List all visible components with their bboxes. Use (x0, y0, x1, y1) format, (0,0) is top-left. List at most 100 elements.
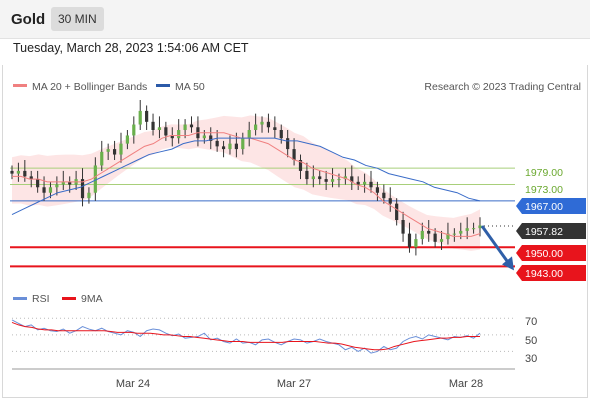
forecast-arrow-shaft (480, 225, 510, 264)
candle-body (260, 121, 264, 125)
forecast-arrow-head (502, 256, 514, 271)
ma50-legend-swatch (156, 84, 170, 87)
candle-body (305, 170, 309, 180)
ma50-legend-label: MA 50 (175, 81, 205, 93)
candle-body (266, 121, 271, 128)
rsi-legend-label: RSI (32, 293, 50, 305)
ma20-legend-label: MA 20 + Bollinger Bands (32, 81, 147, 93)
level-label-1979: 1979.00 (525, 167, 563, 179)
candle-body (478, 225, 482, 229)
candle-body (241, 138, 245, 150)
chart-frame (2, 65, 588, 398)
candle-body (164, 127, 168, 136)
candle-body (10, 170, 14, 174)
x-tick-mar27: Mar 27 (277, 378, 311, 390)
candle-body (183, 124, 187, 130)
candle-body (132, 124, 136, 136)
candle-body (318, 176, 322, 180)
rsi-tick-50: 50 (525, 335, 537, 347)
candle-body (465, 228, 469, 231)
ma20-legend-swatch (13, 84, 27, 87)
candle-body (311, 176, 315, 180)
candle-body (106, 149, 110, 152)
candle-body (369, 181, 373, 188)
pivot-badge (516, 198, 586, 214)
candle-body (42, 187, 46, 193)
rsi-tick-70: 70 (525, 316, 537, 328)
rsi-ma-line (11, 321, 480, 351)
candle-body (151, 121, 155, 130)
x-tick-mar24: Mar 24 (116, 378, 150, 390)
candle-body (471, 228, 476, 230)
candle-body (221, 146, 226, 150)
candle-body (23, 170, 27, 177)
candle-body (459, 230, 463, 234)
candle-body (286, 138, 290, 150)
candle-body (298, 160, 303, 171)
candle-body (363, 181, 367, 185)
candle-body (234, 143, 238, 150)
candle-body (337, 179, 341, 181)
level-label-1973: 1973.00 (525, 184, 563, 196)
candle-body (439, 239, 444, 242)
candle-body (119, 143, 123, 155)
candle-body (177, 130, 181, 139)
candle-body (100, 151, 104, 166)
support-badge-1943 (516, 265, 586, 281)
candle-body (273, 127, 277, 130)
rsi-ma-legend-label: 9MA (81, 293, 103, 305)
level-label-1943: 1943.00 (525, 268, 563, 280)
candle-body (427, 230, 431, 234)
bollinger-band (12, 115, 480, 251)
candle-body (324, 179, 328, 182)
candle-body (36, 179, 40, 188)
candle-body (388, 198, 392, 204)
candle-body (55, 184, 59, 188)
ma50-line (11, 137, 481, 215)
rsi-tick-30: 30 (525, 353, 537, 365)
support-badge-1950 (516, 245, 586, 261)
candle-body (80, 179, 85, 199)
candle-body (407, 233, 412, 248)
candle-body (202, 135, 206, 139)
credit-label: Research © 2023 Trading Central (424, 81, 581, 93)
candle-body (247, 130, 251, 139)
candle-body (356, 181, 360, 185)
candle-body (420, 230, 424, 240)
candle-body (401, 220, 405, 234)
chart-header: Gold 30 MIN (0, 0, 590, 39)
level-label-1950: 1950.00 (525, 248, 563, 260)
candle-body (228, 143, 232, 150)
rsi-line (11, 319, 481, 354)
candle-body (170, 135, 174, 139)
candle-body (446, 233, 450, 240)
candle-body (215, 140, 219, 147)
candle-body (112, 149, 117, 155)
candle-body (68, 181, 72, 185)
candle-body (125, 135, 129, 144)
candle-body (292, 149, 296, 160)
candle-body (382, 192, 386, 199)
candle-body (16, 170, 21, 174)
price-panel (10, 100, 515, 271)
timeframe-badge[interactable]: 30 MIN (51, 7, 104, 31)
rsi-legend-swatch (13, 297, 27, 300)
candle-body (145, 110, 149, 122)
datetime-label: Tuesday, March 28, 2023 1:54:06 AM CET (13, 41, 249, 55)
candle-body (343, 176, 347, 180)
rsi-panel (11, 317, 515, 354)
candle-body (29, 176, 33, 180)
candle-body (189, 124, 194, 128)
candle-body (414, 239, 418, 248)
level-label-1967: 1967.00 (525, 201, 563, 213)
candle-body (375, 187, 380, 193)
candle-body (254, 124, 258, 130)
candle-body (157, 127, 162, 130)
level-label-last: 1957.82 (525, 226, 563, 238)
candle-body (452, 233, 456, 235)
candle-body (279, 130, 283, 139)
rsi-ma-legend-swatch (62, 297, 76, 300)
candle-body (87, 192, 91, 199)
candle-body (209, 135, 213, 141)
